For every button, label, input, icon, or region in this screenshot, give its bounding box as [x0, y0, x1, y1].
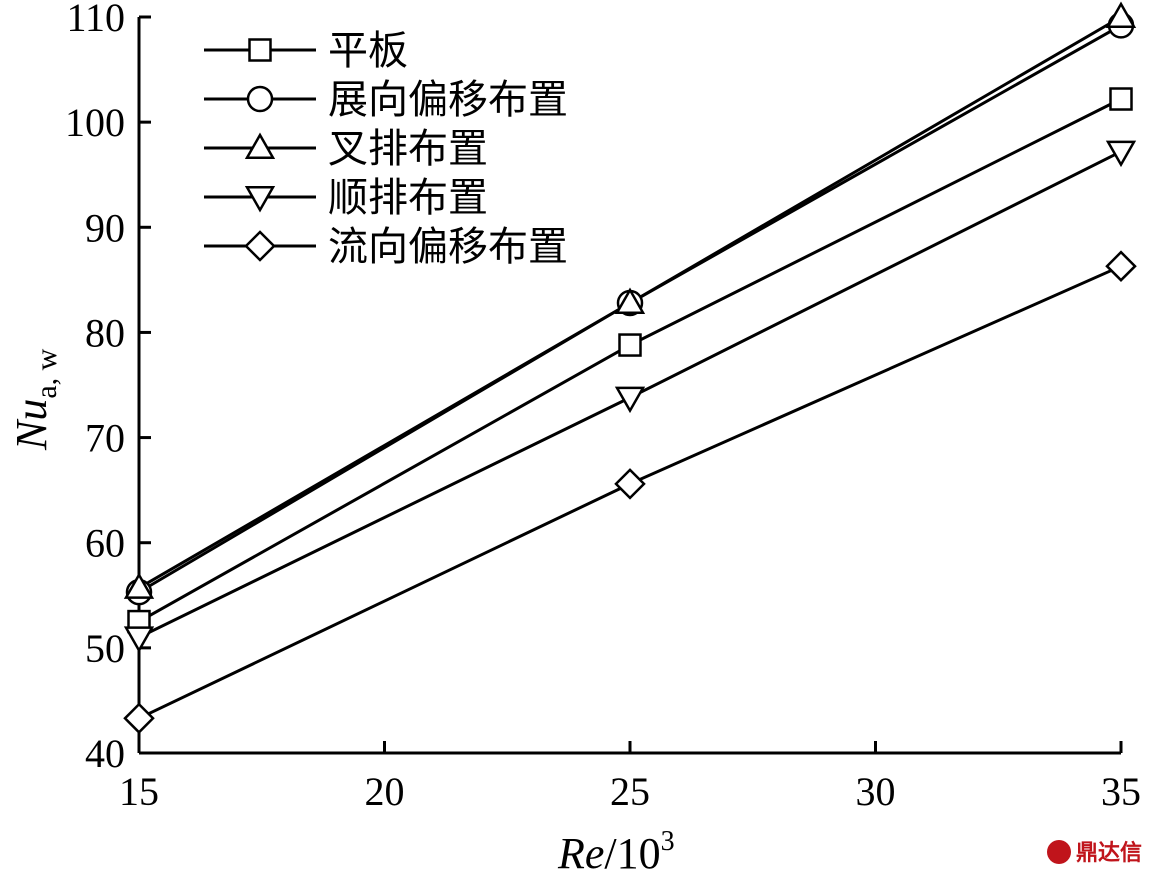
series-lines — [138, 15, 1122, 720]
data-point-triangle-up — [614, 287, 646, 314]
legend-marker-square — [248, 38, 272, 62]
data-point-triangle-down — [1105, 140, 1137, 168]
x-axis-title-main: Re — [557, 829, 604, 873]
x-axis-title-sup: 3 — [661, 826, 675, 857]
data-point-square — [618, 333, 642, 357]
x-tick-label: 15 — [119, 769, 159, 814]
x-axis-title-mid: /10 — [604, 829, 660, 873]
y-tick-label: 80 — [85, 310, 125, 355]
seal-icon — [1047, 840, 1071, 864]
x-tick-label: 20 — [365, 769, 405, 814]
x-tick-label: 30 — [856, 769, 896, 814]
data-point-triangle-up — [123, 572, 155, 599]
tick-labels: 15 20 25 30 35 40 50 60 70 80 90 100 110 — [65, 0, 1141, 814]
y-axis-title-sub: a, w — [30, 348, 63, 398]
data-point-diamond — [1105, 250, 1137, 282]
legend-marker-triangle-up — [244, 132, 276, 159]
y-tick-label: 40 — [85, 731, 125, 776]
tick-marks — [137, 15, 1123, 755]
series-line — [138, 97, 1122, 623]
legend-item: 展向偏移布置 — [204, 77, 568, 123]
legend-marker-triangle-down — [244, 186, 276, 213]
legend-label: 顺排布置 — [328, 175, 488, 221]
y-tick-label: 110 — [66, 0, 125, 40]
legend-item: 叉排布置 — [204, 126, 488, 172]
legend-marker-diamond — [244, 230, 276, 262]
legend-item: 平板 — [204, 28, 408, 74]
y-tick-label: 70 — [85, 416, 125, 461]
data-point-diamond — [614, 468, 646, 500]
legend-label: 流向偏移布置 — [328, 224, 568, 270]
legend-item: 流向偏移布置 — [204, 224, 568, 270]
y-axis-title: Nua, w — [7, 348, 63, 451]
data-point-square — [1109, 87, 1133, 111]
series-markers — [123, 1, 1137, 735]
data-point-triangle-up — [1105, 1, 1137, 28]
x-tick-label: 35 — [1101, 769, 1141, 814]
data-point-triangle-down — [614, 386, 646, 414]
legend-item: 顺排布置 — [204, 175, 488, 221]
y-tick-label: 90 — [85, 205, 125, 250]
legend-label: 展向偏移布置 — [328, 77, 568, 123]
y-tick-label: 60 — [85, 521, 125, 566]
legend-marker-circle — [246, 85, 274, 113]
y-tick-label: 100 — [65, 100, 125, 145]
legend-label: 叉排布置 — [328, 126, 488, 172]
data-point-diamond — [123, 702, 155, 735]
watermark: 鼎达信 — [1047, 840, 1142, 866]
y-tick-label: 50 — [85, 626, 125, 671]
y-axis-title-main: Nu — [7, 399, 56, 451]
watermark-text: 鼎达信 — [1076, 840, 1142, 866]
x-axis-title: Re/103 — [557, 826, 675, 873]
data-point-triangle-down — [123, 626, 155, 653]
legend-label: 平板 — [328, 28, 408, 74]
x-tick-label: 25 — [610, 769, 650, 814]
axes — [137, 17, 1121, 755]
